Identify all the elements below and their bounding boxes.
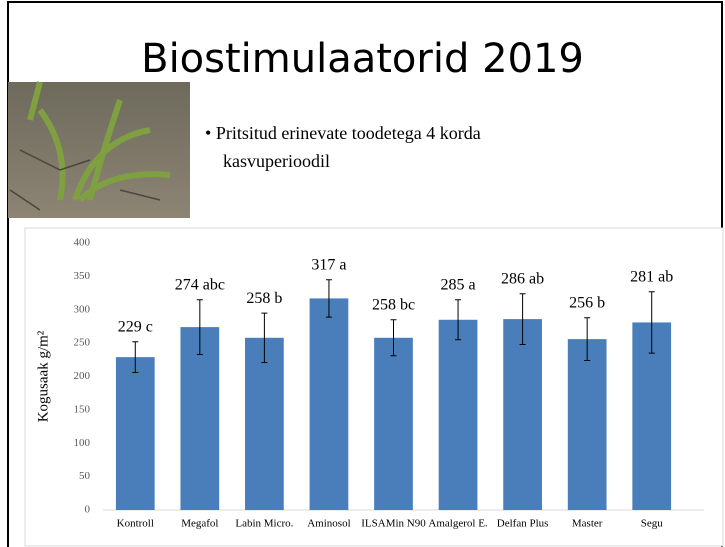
bar xyxy=(632,322,672,510)
error-bar xyxy=(132,341,139,373)
value-label: 256 b xyxy=(569,294,605,311)
x-tick-label: Megafol xyxy=(181,518,218,530)
y-tick-label: 200 xyxy=(74,370,91,382)
error-bar xyxy=(519,293,526,345)
error-bar xyxy=(261,312,268,363)
x-tick-label: Segu xyxy=(641,518,664,530)
x-tick-label: Aminosol xyxy=(307,518,350,530)
error-bar xyxy=(390,319,397,357)
value-label: 229 c xyxy=(118,318,153,335)
value-label: 258 bc xyxy=(372,296,415,313)
value-label: 317 a xyxy=(311,256,346,273)
slide-title: Biostimulaatorid 2019 xyxy=(141,36,584,82)
x-tick-label: ILSAMin N90 xyxy=(361,518,426,530)
bullet-text: Pritsitud erinevate toodetega 4 korda ka… xyxy=(215,123,481,171)
y-tick-label: 150 xyxy=(74,403,91,415)
x-tick-label: Delfan Plus xyxy=(497,518,549,530)
value-label: 281 ab xyxy=(630,268,673,285)
bar xyxy=(438,319,478,510)
bar xyxy=(180,327,220,510)
error-bar xyxy=(584,317,591,361)
bar xyxy=(503,319,542,510)
error-bar xyxy=(648,291,655,354)
y-tick-label: 100 xyxy=(74,437,91,449)
bar xyxy=(115,357,155,510)
value-label: 274 abc xyxy=(175,276,225,293)
bar xyxy=(309,298,349,510)
y-tick-label: 0 xyxy=(85,504,91,516)
x-tick-label: Labin Micro. xyxy=(235,518,293,530)
error-bar xyxy=(455,299,462,341)
x-tick-label: Master xyxy=(572,518,603,530)
error-bar xyxy=(196,299,203,355)
bar xyxy=(374,337,413,510)
y-tick-label: 350 xyxy=(74,270,91,282)
y-tick-label: 50 xyxy=(79,470,91,482)
bullet: • Pritsitud erinevate toodetega 4 korda … xyxy=(205,123,481,171)
value-label: 258 b xyxy=(246,290,282,307)
y-tick-label: 300 xyxy=(74,303,91,315)
plot: 0 50 100 150 200 250 300 350 400 Kogusaak g/m² Kon… xyxy=(35,237,704,530)
bar xyxy=(245,337,284,510)
value-label: 286 ab xyxy=(501,270,544,287)
error-bar xyxy=(325,279,332,318)
value-label: 285 a xyxy=(441,276,476,293)
y-tick-label: 250 xyxy=(74,337,91,349)
bar xyxy=(567,339,607,510)
x-tick-label: Kontroll xyxy=(117,518,154,530)
photo xyxy=(8,81,190,218)
y-tick-label: 400 xyxy=(74,237,91,249)
y-axis-label: Kogusaak g/m² xyxy=(35,330,51,422)
x-tick-label: Amalgerol E. xyxy=(428,518,488,530)
